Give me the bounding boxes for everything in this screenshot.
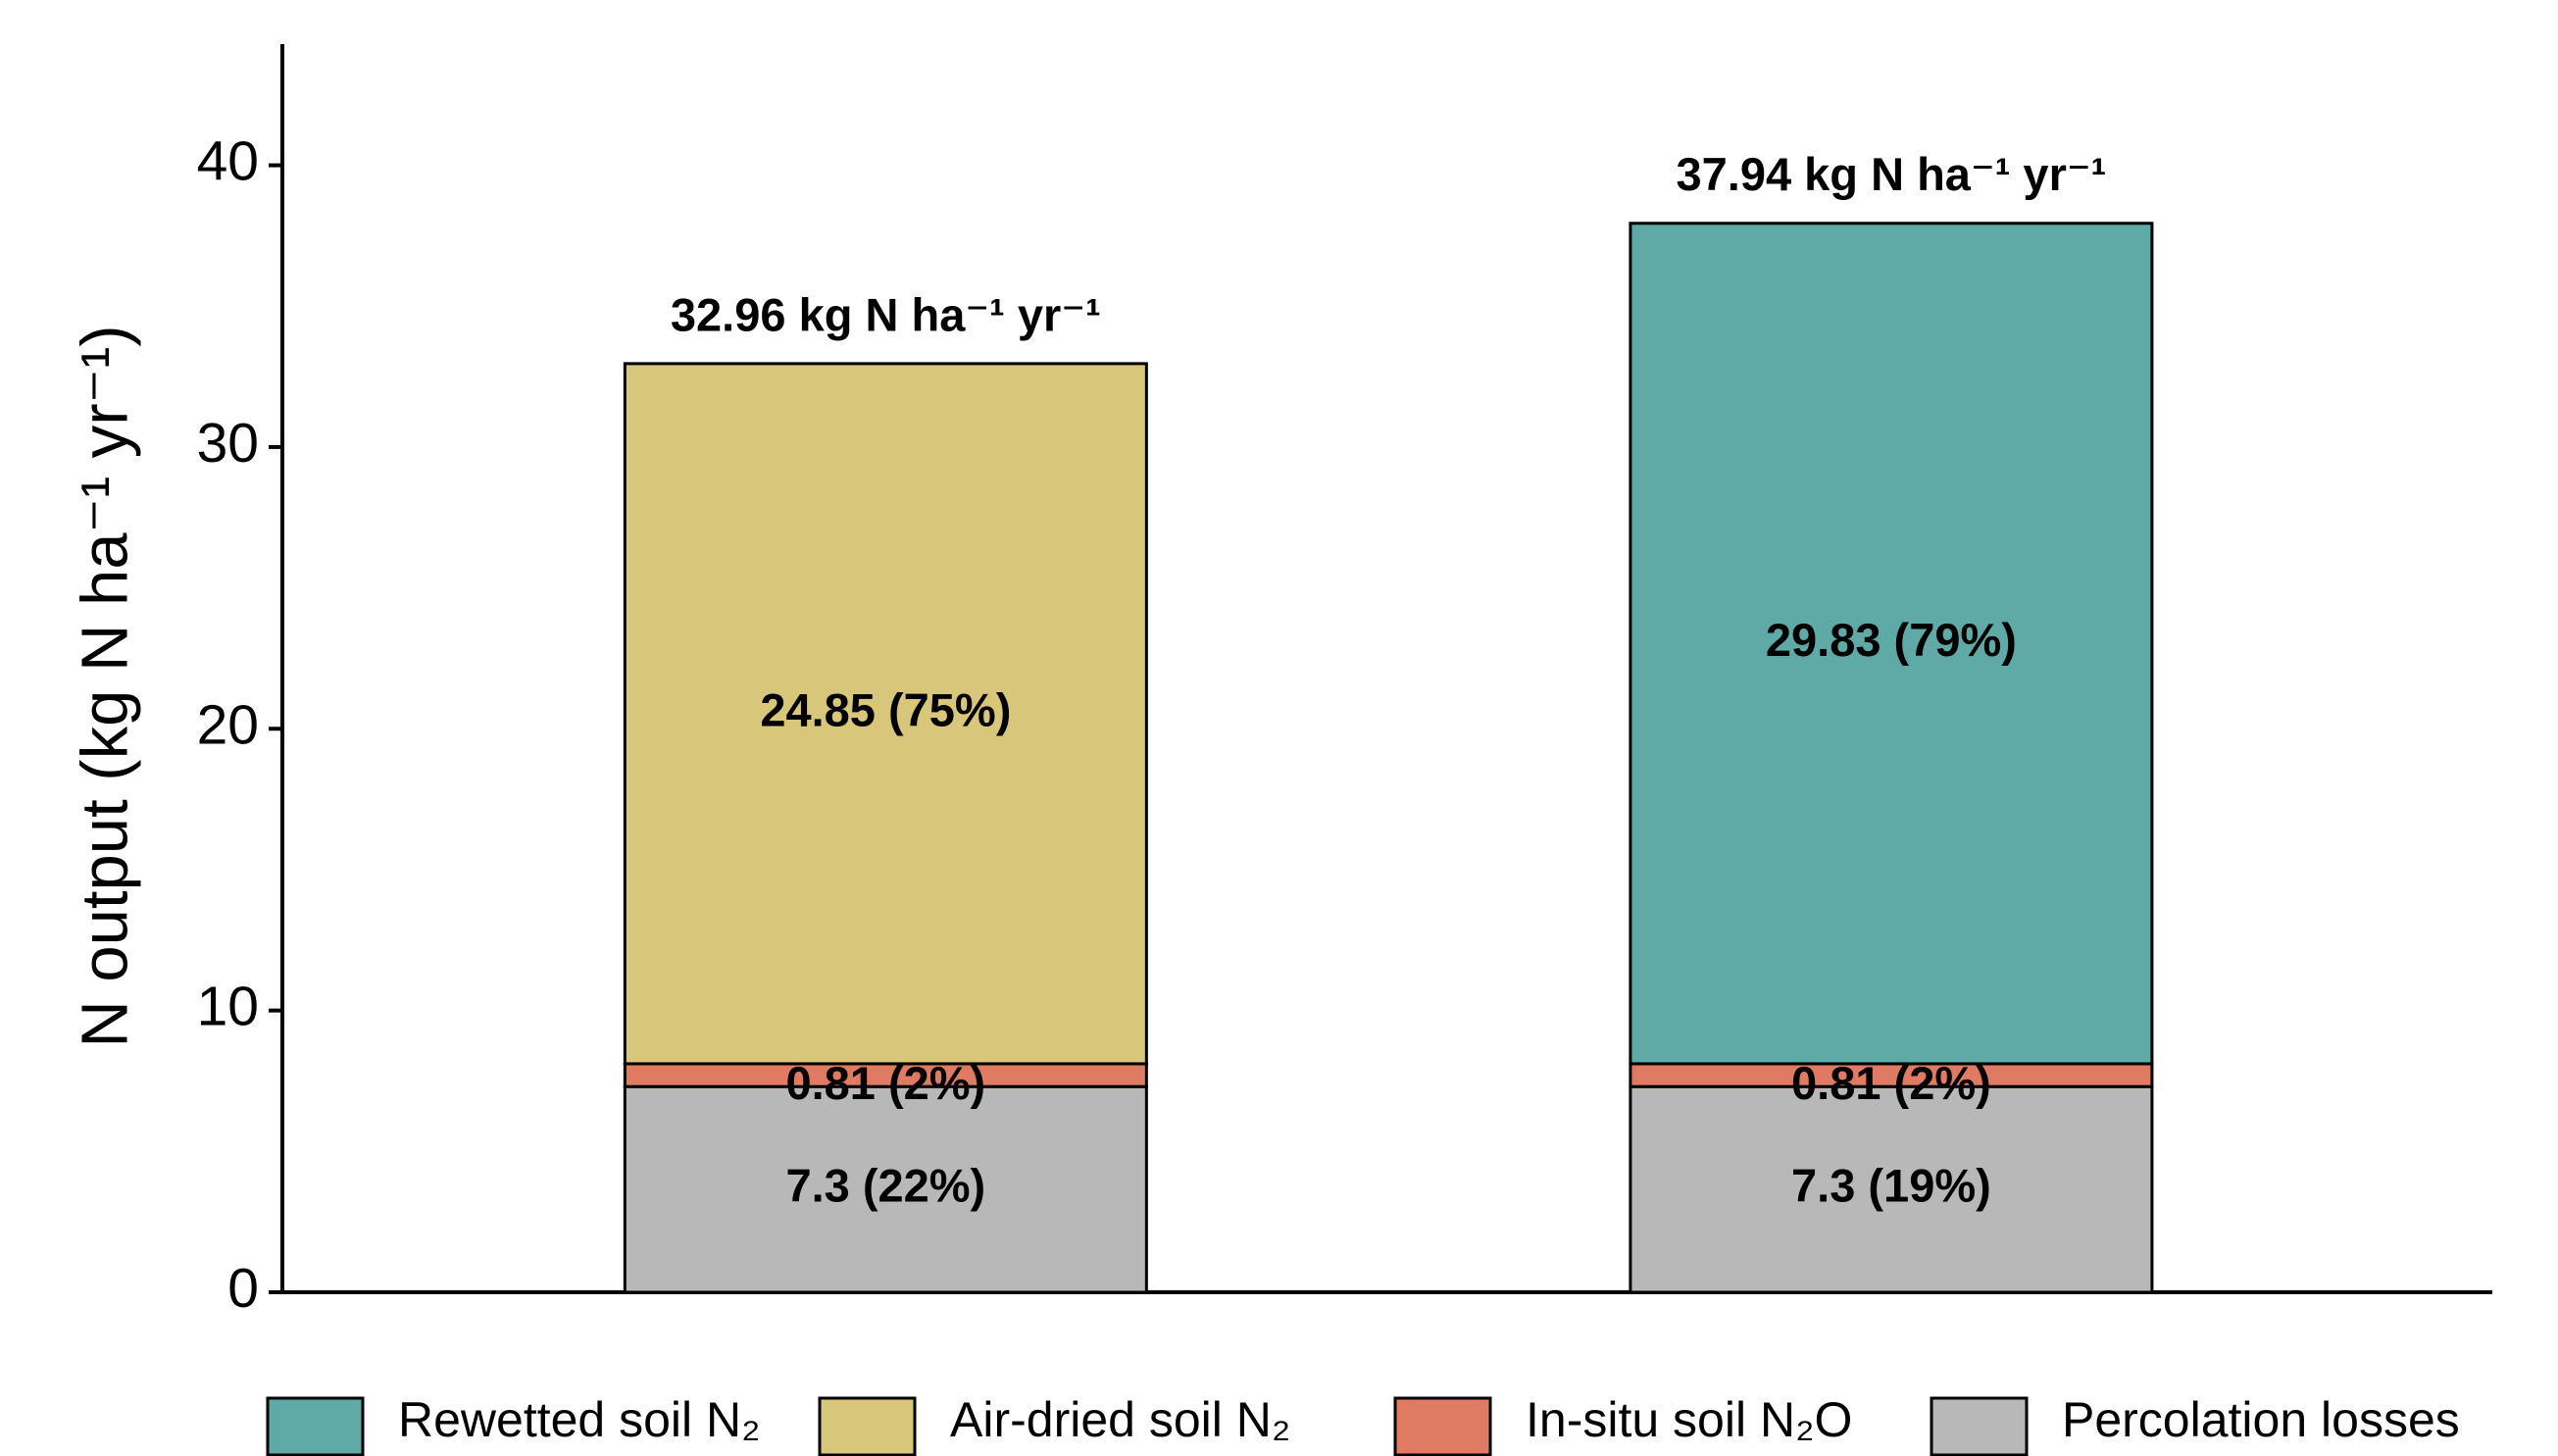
- y-tick-label: 10: [197, 976, 259, 1038]
- bar-segment: [623, 1084, 1148, 1294]
- legend-swatch: [1930, 1396, 2029, 1456]
- value-label: 0.81 (2%): [1791, 1057, 1991, 1109]
- y-tick-label: 40: [197, 130, 259, 193]
- legend-label: Rewetted soil N₂: [398, 1392, 761, 1447]
- value-label: 7.3 (22%): [785, 1160, 985, 1212]
- legend-swatch: [818, 1396, 917, 1456]
- legend-swatch: [266, 1396, 365, 1456]
- legend-label: In-situ soil N₂O: [1526, 1392, 1852, 1447]
- bar-segment: [1629, 1084, 2154, 1294]
- value-label: 7.3 (19%): [1791, 1160, 1991, 1212]
- value-label: 0.81 (2%): [785, 1057, 985, 1109]
- bar-segment: [1629, 222, 2154, 1066]
- y-tick-label: 30: [197, 412, 259, 475]
- y-tick-label: 20: [197, 693, 259, 756]
- total-label: 37.94 kg N ha⁻¹ yr⁻¹: [1676, 148, 2106, 200]
- legend-swatch: [1393, 1396, 1492, 1456]
- legend-label: Air-dried soil N₂: [950, 1392, 1290, 1447]
- legend-label: Percolation losses: [2062, 1392, 2460, 1447]
- total-label: 32.96 kg N ha⁻¹ yr⁻¹: [671, 288, 1101, 340]
- value-label: 24.85 (75%): [760, 683, 1011, 735]
- value-label: 29.83 (79%): [1766, 614, 2017, 666]
- y-axis-label: N output (kg N ha⁻¹ yr⁻¹): [69, 325, 142, 1047]
- bar-segment: [623, 362, 1148, 1066]
- y-tick-label: 0: [227, 1257, 259, 1320]
